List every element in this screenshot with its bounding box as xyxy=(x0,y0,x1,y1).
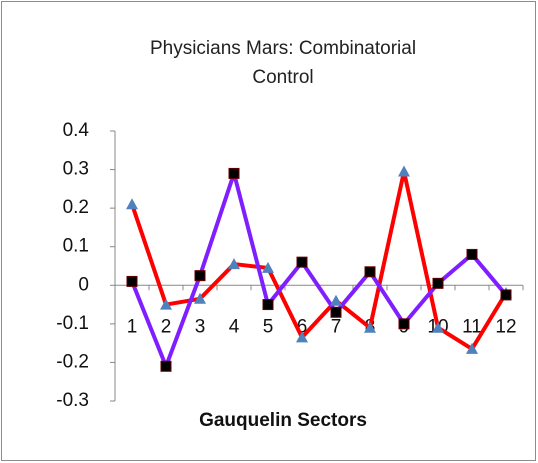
marker xyxy=(432,321,444,333)
x-tick-label: 12 xyxy=(495,316,516,337)
marker xyxy=(398,165,410,177)
marker xyxy=(364,321,376,333)
y-tick-label: 0.3 xyxy=(63,159,89,180)
marker xyxy=(398,318,410,330)
y-tick-label: -0.3 xyxy=(56,390,89,411)
y-tick-label: -0.2 xyxy=(56,351,89,372)
marker xyxy=(194,270,206,282)
marker xyxy=(126,198,138,210)
y-tick-label: 0.1 xyxy=(63,236,89,257)
x-axis-title: Gauquelin Sectors xyxy=(199,410,367,431)
x-tick-label: 4 xyxy=(229,316,240,337)
marker xyxy=(330,294,342,306)
marker xyxy=(296,331,308,343)
marker xyxy=(228,167,240,179)
series-line xyxy=(130,169,508,351)
x-tick-label: 5 xyxy=(263,316,274,337)
x-tick-label: 11 xyxy=(462,316,482,337)
marker xyxy=(160,298,172,310)
x-tick-label: 3 xyxy=(195,316,206,337)
marker xyxy=(364,266,376,278)
marker xyxy=(296,256,308,268)
marker xyxy=(466,248,478,260)
marker xyxy=(500,289,512,301)
marker xyxy=(432,277,444,289)
series-line xyxy=(130,171,508,369)
marker xyxy=(194,292,206,304)
chart-title: Physicians Mars: Combinatorial Control xyxy=(149,38,417,88)
x-tick-label: 7 xyxy=(331,316,342,337)
y-tick-label: 0.4 xyxy=(63,120,90,141)
x-tick-label: 2 xyxy=(161,316,172,337)
x-tick-label: 6 xyxy=(297,316,308,337)
marker xyxy=(126,275,138,287)
y-tick-label: 0 xyxy=(78,274,89,295)
marker xyxy=(228,258,240,270)
marker xyxy=(466,342,478,354)
x-tick-label: 1 xyxy=(127,316,138,337)
y-tick-label: 0.2 xyxy=(63,197,89,218)
marker xyxy=(160,360,172,372)
y-tick-label: -0.1 xyxy=(56,313,89,334)
marker xyxy=(330,306,342,318)
marker xyxy=(262,261,274,273)
marker xyxy=(262,299,274,311)
